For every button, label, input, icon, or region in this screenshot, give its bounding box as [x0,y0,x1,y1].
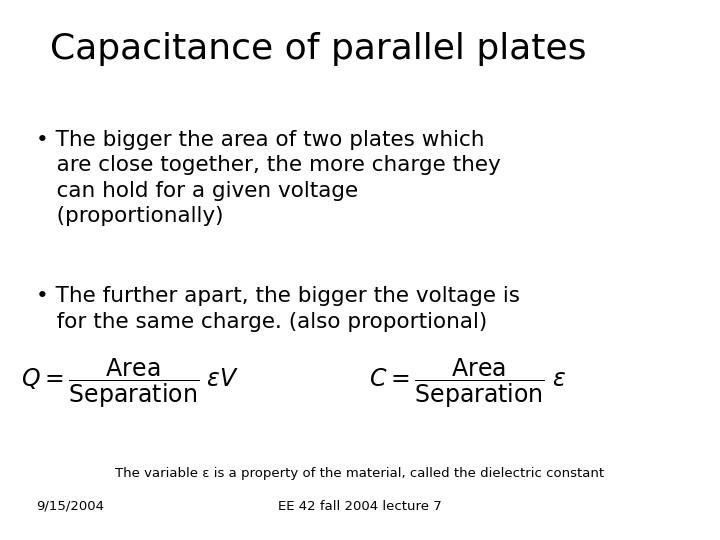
Text: $Q = \dfrac{\mathrm{Area}}{\mathrm{Separation}}\;\varepsilon V$: $Q = \dfrac{\mathrm{Area}}{\mathrm{Separ… [21,356,238,410]
Text: $C = \dfrac{\mathrm{Area}}{\mathrm{Separation}}\;\varepsilon$: $C = \dfrac{\mathrm{Area}}{\mathrm{Separ… [369,356,567,410]
Text: EE 42 fall 2004 lecture 7: EE 42 fall 2004 lecture 7 [278,500,442,512]
Text: • The further apart, the bigger the voltage is
   for the same charge. (also pro: • The further apart, the bigger the volt… [36,286,520,332]
Text: • The bigger the area of two plates which
   are close together, the more charge: • The bigger the area of two plates whic… [36,130,500,226]
Text: Capacitance of parallel plates: Capacitance of parallel plates [50,32,587,66]
Text: 9/15/2004: 9/15/2004 [36,500,104,512]
Text: The variable ε is a property of the material, called the dielectric constant: The variable ε is a property of the mate… [115,467,605,480]
